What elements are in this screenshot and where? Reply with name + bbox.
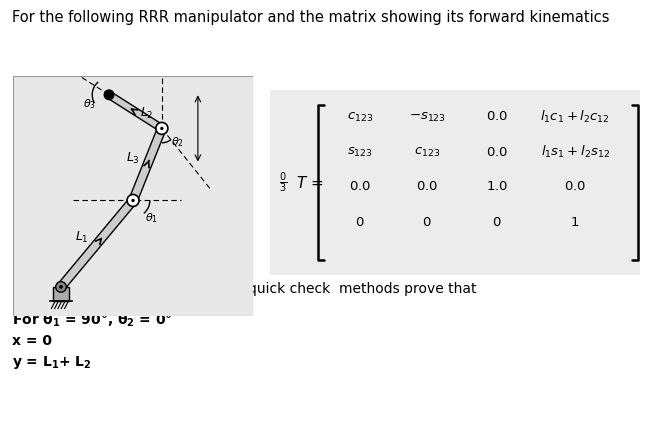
Text: Using inverse kinamatics and the quick check  methods prove that: Using inverse kinamatics and the quick c… — [12, 282, 476, 296]
Text: For the following RRR manipulator and the matrix showing its forward kinematics: For the following RRR manipulator and th… — [12, 10, 609, 25]
Text: For $\bf{\theta_1}$ = 90°, $\bf{\theta_2}$ = 0°: For $\bf{\theta_1}$ = 90°, $\bf{\theta_2… — [12, 312, 173, 329]
Circle shape — [131, 199, 135, 202]
Text: $-s_{123}$: $-s_{123}$ — [408, 111, 445, 123]
Text: $\frac{0}{3}$: $\frac{0}{3}$ — [279, 171, 287, 195]
Text: $\theta_3$: $\theta_3$ — [82, 97, 95, 111]
Circle shape — [56, 282, 66, 292]
Text: y = $\mathbf{L_1}$+ $\mathbf{L_2}$: y = $\mathbf{L_1}$+ $\mathbf{L_2}$ — [12, 354, 92, 371]
FancyBboxPatch shape — [13, 76, 253, 316]
Circle shape — [156, 123, 168, 135]
Text: $1$: $1$ — [570, 215, 580, 228]
Text: $0.0$: $0.0$ — [416, 179, 438, 193]
Text: $T\,=$: $T\,=$ — [296, 175, 324, 191]
Text: $\theta_2$: $\theta_2$ — [171, 135, 184, 149]
Text: $c_{123}$: $c_{123}$ — [347, 111, 373, 123]
Text: $L_3$: $L_3$ — [126, 151, 140, 166]
Text: $0.0$: $0.0$ — [486, 145, 508, 159]
Polygon shape — [107, 92, 164, 132]
Text: $0$: $0$ — [492, 215, 502, 228]
Circle shape — [104, 90, 114, 100]
Text: $L_2$: $L_2$ — [140, 105, 154, 120]
Text: $s_{123}$: $s_{123}$ — [347, 145, 373, 159]
Text: $0$: $0$ — [422, 215, 432, 228]
Text: x = 0: x = 0 — [12, 334, 52, 348]
Text: $1.0$: $1.0$ — [486, 179, 508, 193]
Text: $0.0$: $0.0$ — [486, 111, 508, 123]
Polygon shape — [53, 287, 69, 301]
Text: $c_{123}$: $c_{123}$ — [414, 145, 440, 159]
Text: $l_1s_1 + l_2s_{12}$: $l_1s_1 + l_2s_{12}$ — [541, 144, 609, 160]
FancyBboxPatch shape — [270, 90, 640, 275]
Text: $0$: $0$ — [355, 215, 365, 228]
Text: $\theta_1$: $\theta_1$ — [145, 211, 158, 224]
Circle shape — [127, 194, 139, 206]
Polygon shape — [58, 198, 136, 290]
Text: $l_1c_1 + l_2c_{12}$: $l_1c_1 + l_2c_{12}$ — [540, 109, 610, 125]
Text: $0.0$: $0.0$ — [349, 179, 371, 193]
Text: $0.0$: $0.0$ — [564, 179, 586, 193]
Text: $L_1$: $L_1$ — [75, 230, 89, 246]
Circle shape — [160, 127, 164, 130]
Polygon shape — [129, 127, 166, 202]
Circle shape — [59, 285, 63, 289]
